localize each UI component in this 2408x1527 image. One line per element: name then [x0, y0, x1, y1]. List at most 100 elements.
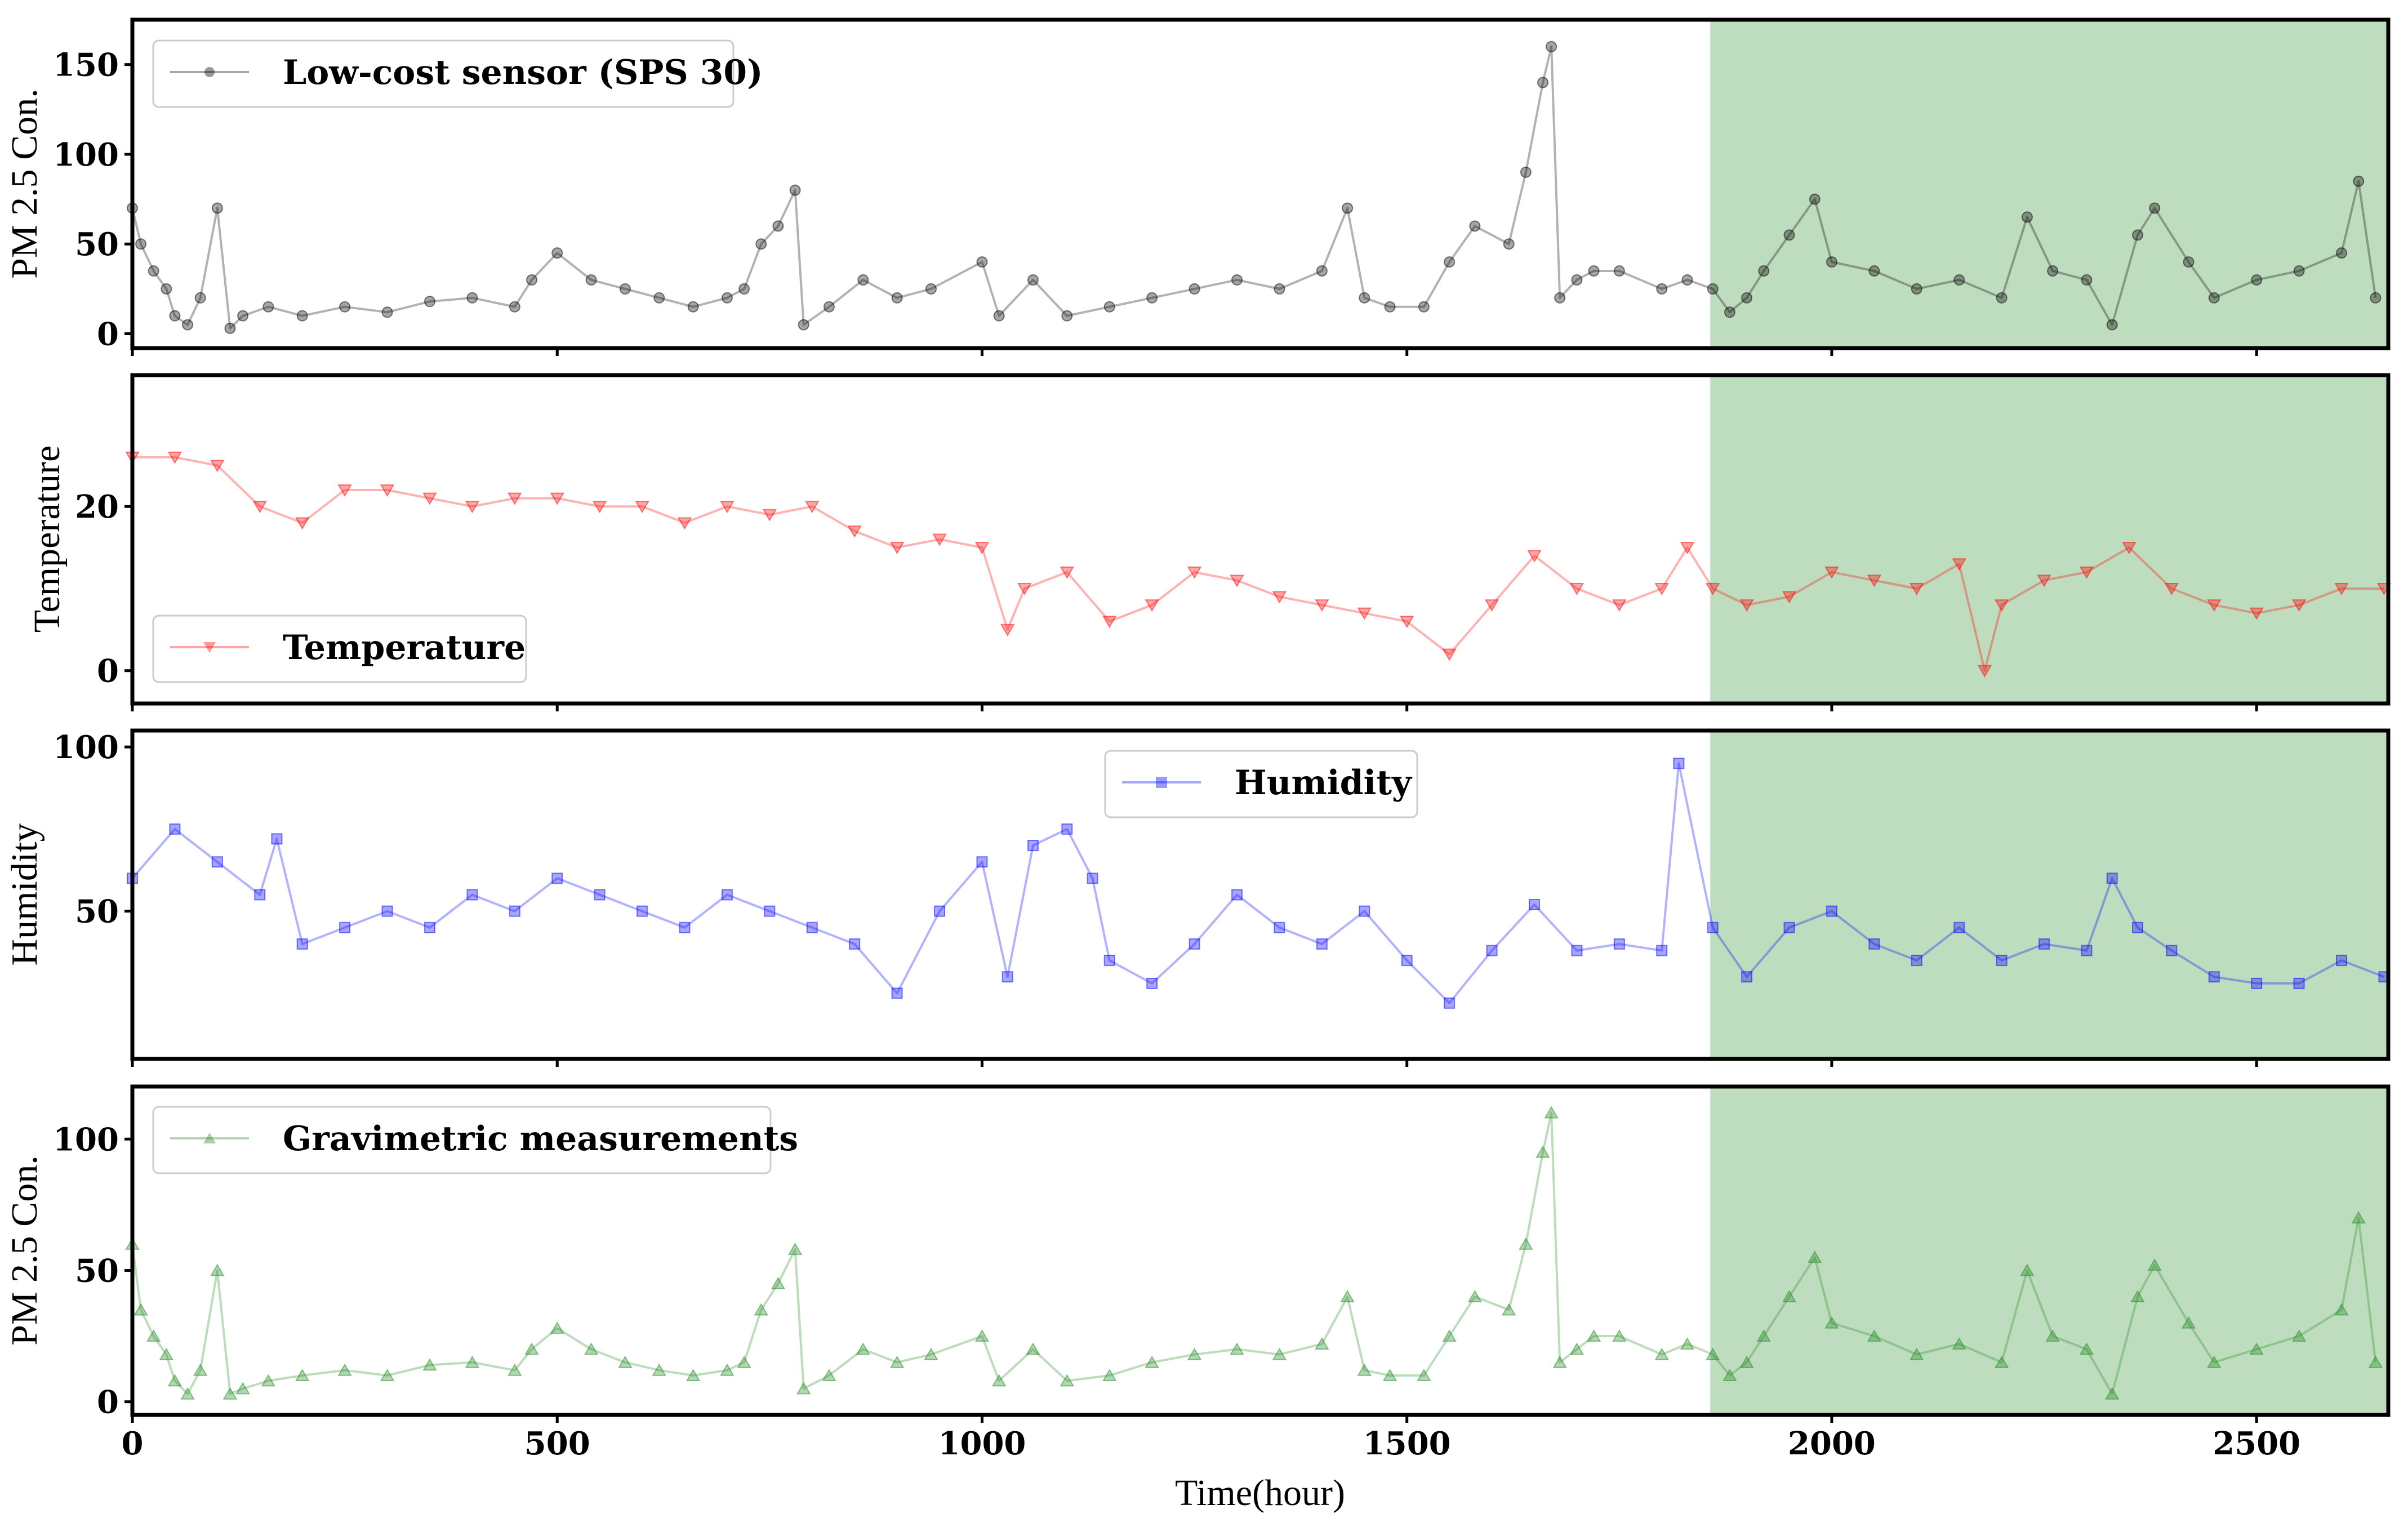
data-point-pm25-gravimetric	[2291, 1329, 2307, 1342]
data-point-pm25-gravimetric	[2368, 1355, 2383, 1368]
data-point-pm25-sensor	[1809, 193, 1821, 205]
data-point-pm25-sensor	[2081, 274, 2093, 286]
data-point-humidity	[381, 905, 393, 917]
highlight-band-2	[1710, 731, 2388, 1059]
data-point-pm25-sensor	[211, 202, 223, 214]
data-point-humidity	[1673, 758, 1685, 769]
data-point-humidity	[169, 823, 181, 835]
series-layer-0	[127, 41, 2382, 334]
data-point-pm25-gravimetric	[2045, 1329, 2060, 1342]
axes-frame-3	[130, 1084, 2391, 1417]
data-point-pm25-gravimetric	[652, 1363, 666, 1376]
data-point-pm25-gravimetric	[737, 1355, 751, 1368]
data-point-pm25-gravimetric	[508, 1363, 522, 1376]
legend-marker-square	[1156, 777, 1167, 788]
data-point-pm25-gravimetric	[1782, 1290, 1797, 1303]
data-point-pm25-sensor	[891, 292, 903, 304]
data-point-pm25-sensor	[1316, 265, 1328, 277]
data-point-pm25-gravimetric	[1808, 1250, 1822, 1263]
data-point-temperature	[550, 492, 564, 505]
data-point-pm25-sensor	[1911, 283, 1922, 295]
data-point-pm25-gravimetric	[1739, 1355, 1754, 1368]
data-point-pm25-sensor	[1469, 220, 1481, 232]
data-point-pm25-sensor	[1554, 292, 1566, 304]
data-point-temperature	[465, 501, 480, 514]
data-point-temperature	[2291, 599, 2307, 612]
data-point-pm25-gravimetric	[1417, 1369, 1431, 1382]
data-point-pm25-sensor	[2132, 229, 2143, 241]
data-point-humidity	[296, 938, 308, 950]
data-point-humidity	[2106, 872, 2118, 884]
data-point-pm25-sensor	[857, 274, 869, 286]
data-point-humidity	[1741, 971, 1753, 983]
data-point-humidity	[849, 938, 861, 950]
data-point-temperature	[2249, 607, 2264, 620]
data-point-temperature	[1782, 591, 1797, 604]
data-point-temperature	[337, 484, 352, 497]
data-point-pm25-gravimetric	[618, 1355, 633, 1368]
data-point-temperature	[1187, 566, 1202, 579]
data-point-pm25-gravimetric	[787, 1243, 803, 1256]
data-point-pm25-gravimetric	[1544, 1106, 1559, 1119]
data-point-pm25-sensor	[2370, 292, 2382, 304]
data-point-pm25-gravimetric	[295, 1369, 310, 1382]
y-tick-label: 50	[75, 893, 119, 931]
y-tick-label: 150	[53, 47, 119, 84]
y-tick-label: 100	[53, 1121, 119, 1158]
data-point-pm25-gravimetric	[159, 1347, 174, 1360]
data-point-pm25-sensor	[224, 322, 236, 334]
data-point-pm25-sensor	[1418, 301, 1430, 313]
data-point-pm25-sensor	[2183, 256, 2195, 268]
data-point-pm25-gravimetric	[720, 1363, 735, 1376]
data-point-pm25-sensor	[798, 319, 809, 331]
data-point-pm25-gravimetric	[584, 1342, 599, 1355]
series-line-temperature	[132, 456, 2384, 672]
data-point-pm25-gravimetric	[924, 1347, 938, 1360]
data-point-humidity	[637, 905, 648, 917]
data-point-pm25-gravimetric	[1442, 1329, 1457, 1342]
data-point-pm25-sensor	[755, 238, 767, 250]
data-point-pm25-sensor	[1826, 256, 1837, 268]
data-point-pm25-gravimetric	[2249, 1342, 2264, 1355]
data-point-pm25-sensor	[161, 283, 172, 295]
data-point-pm25-gravimetric	[1722, 1369, 1737, 1382]
data-point-humidity	[1316, 938, 1328, 950]
data-point-pm25-gravimetric	[1824, 1316, 1839, 1329]
data-point-pm25-sensor	[1027, 274, 1039, 286]
data-point-pm25-gravimetric	[1994, 1355, 2009, 1368]
data-point-pm25-sensor	[526, 274, 537, 286]
data-point-pm25-gravimetric	[2020, 1263, 2035, 1276]
data-point-pm25-sensor	[1520, 166, 1532, 178]
data-point-humidity	[1868, 938, 1880, 950]
data-point-humidity	[1189, 938, 1200, 950]
data-point-pm25-sensor	[1274, 283, 1285, 295]
data-point-pm25-sensor	[2251, 274, 2263, 286]
data-point-pm25-sensor	[296, 310, 308, 322]
data-point-pm25-sensor	[1724, 306, 1735, 318]
data-point-humidity	[254, 889, 266, 901]
data-point-humidity	[424, 921, 435, 933]
y-tick-label: 0	[97, 316, 119, 353]
data-point-pm25-gravimetric	[2130, 1290, 2145, 1303]
data-point-pm25-sensor	[182, 319, 194, 331]
data-point-pm25-gravimetric	[1060, 1374, 1075, 1387]
data-point-humidity	[721, 889, 733, 901]
data-point-humidity	[2166, 945, 2178, 956]
data-point-temperature	[1399, 616, 1414, 629]
data-point-pm25-gravimetric	[524, 1342, 539, 1355]
data-point-humidity	[1002, 971, 1013, 983]
data-point-humidity	[1231, 889, 1243, 901]
data-point-temperature	[1706, 582, 1720, 595]
data-point-pm25-sensor	[169, 310, 181, 322]
data-point-pm25-sensor	[1444, 256, 1456, 268]
data-point-pm25-gravimetric	[796, 1382, 811, 1395]
data-point-pm25-gravimetric	[1340, 1290, 1355, 1303]
data-point-temperature	[252, 501, 268, 514]
data-point-humidity	[1953, 921, 1965, 933]
ylabel-2: Humidity	[4, 823, 45, 965]
data-point-pm25-gravimetric	[1315, 1337, 1329, 1350]
data-point-humidity	[891, 987, 903, 999]
data-point-pm25-sensor	[721, 292, 733, 304]
data-point-humidity	[806, 921, 818, 933]
